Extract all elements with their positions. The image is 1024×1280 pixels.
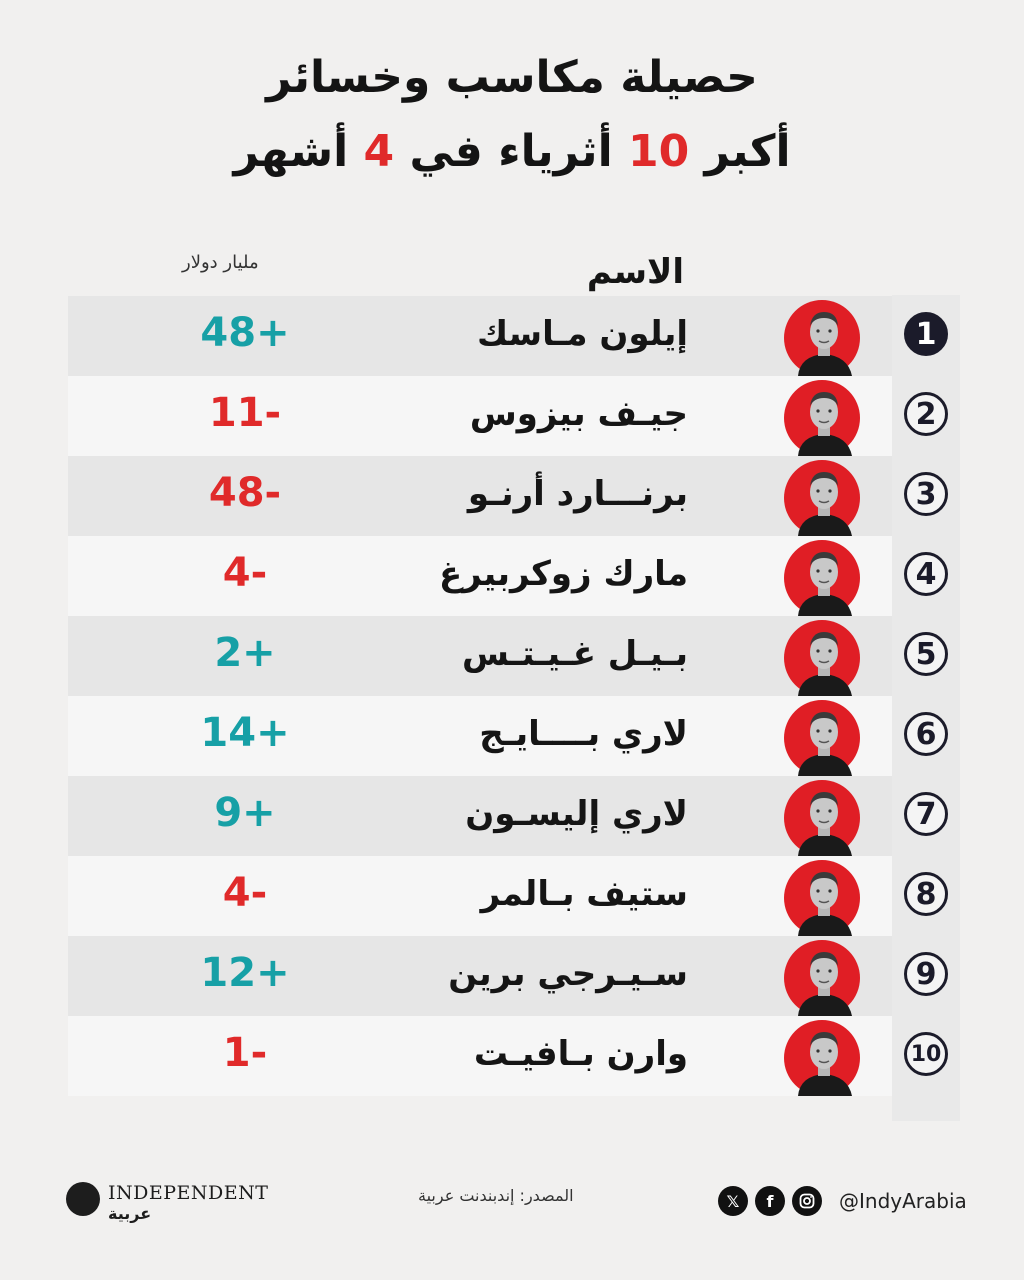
person-name: لاري إليسـون (465, 794, 688, 834)
table-row: 3 برنـــارد أرنـو 48- (68, 456, 948, 536)
table-row: 1 إيلون مـاسك 48+ (68, 296, 948, 376)
avatar (784, 616, 864, 696)
wealth-change-value: 48- (208, 470, 282, 516)
table-row: 5 بـيـل غـيـتـس 2+ (68, 616, 948, 696)
rank-badge: 8 (904, 872, 948, 916)
wealth-change-value: 12+ (200, 950, 290, 996)
avatar (784, 696, 864, 776)
eagle-emblem-icon (66, 1182, 100, 1216)
portrait-icon (798, 952, 852, 1016)
portrait-icon (798, 632, 852, 696)
person-name: إيلون مـاسك (476, 314, 688, 354)
wealth-change-value: 4- (222, 870, 268, 916)
rank-badge: 5 (904, 632, 948, 676)
table-row: 9 سـيـرجي برين 12+ (68, 936, 948, 1016)
rank-badge: 3 (904, 472, 948, 516)
rank-badge: 10 (904, 1032, 948, 1076)
person-name: ستيف بـالمر (480, 874, 688, 914)
rank-badge: 7 (904, 792, 948, 836)
person-name: سـيـرجي برين (448, 954, 688, 994)
portrait-icon (798, 552, 852, 616)
rank-badge: 1 (904, 312, 948, 356)
title-number-ten: 10 (627, 126, 690, 177)
title-word-akbar: أكبر (704, 126, 791, 177)
person-name: برنـــارد أرنـو (467, 474, 688, 514)
title-word-atharya: أثرياء في (409, 126, 613, 177)
avatar (784, 296, 864, 376)
table-row: 4 مارك زوكربيرغ 4- (68, 536, 948, 616)
person-name: مارك زوكربيرغ (438, 554, 688, 594)
column-header-name: الاسم (586, 252, 684, 292)
portrait-icon (798, 472, 852, 536)
logo-text: INDEPENDENT (108, 1182, 269, 1204)
avatar (784, 456, 864, 536)
avatar (784, 936, 864, 1016)
source-note: المصدر: إندبندنت عربية (418, 1186, 574, 1205)
table-row: 2 جيـف بيزوس 11- (68, 376, 948, 456)
wealth-change-value: 4- (222, 550, 268, 596)
instagram-icon[interactable] (792, 1186, 822, 1216)
title-line-1: حصيلة مكاسب وخسائر (266, 52, 758, 103)
table-row: 8 ستيف بـالمر 4- (68, 856, 948, 936)
independent-logo: INDEPENDENT عربية (66, 1176, 276, 1226)
table-row: 10 وارن بـافيـت 1- (68, 1016, 948, 1096)
wealth-change-value: 48+ (200, 310, 290, 356)
wealth-change-value: 14+ (200, 710, 290, 756)
portrait-icon (798, 872, 852, 936)
column-header-value: مليار دولار (182, 252, 259, 273)
person-name: بـيـل غـيـتـس (462, 634, 688, 674)
person-name: وارن بـافيـت (473, 1034, 688, 1074)
rank-badge: 2 (904, 392, 948, 436)
social-handle[interactable]: @IndyArabia (839, 1189, 967, 1213)
facebook-icon[interactable]: f (755, 1186, 785, 1216)
portrait-icon (798, 392, 852, 456)
wealth-change-value: 11- (208, 390, 282, 436)
table-row: 6 لاري بــــايـج 14+ (68, 696, 948, 776)
wealth-change-value: 9+ (214, 790, 276, 836)
table-row: 7 لاري إليسـون 9+ (68, 776, 948, 856)
person-name: لاري بــــايـج (479, 714, 688, 754)
title-word-ashhur: أشهر (233, 126, 349, 177)
avatar (784, 1016, 864, 1096)
portrait-icon (798, 712, 852, 776)
social-bar: 𝕏 f @IndyArabia (718, 1186, 967, 1216)
logo-arabic: عربية (108, 1204, 152, 1223)
avatar (784, 776, 864, 856)
avatar (784, 376, 864, 456)
x-icon[interactable]: 𝕏 (718, 1186, 748, 1216)
avatar (784, 856, 864, 936)
person-name: جيـف بيزوس (469, 394, 688, 434)
title-number-four: 4 (363, 126, 395, 177)
avatar (784, 536, 864, 616)
portrait-icon (798, 792, 852, 856)
wealth-change-value: 1- (222, 1030, 268, 1076)
wealth-change-value: 2+ (214, 630, 276, 676)
title-line-2: أكبر 10 أثرياء في 4 أشهر (0, 126, 1024, 177)
rank-badge: 4 (904, 552, 948, 596)
rank-badge: 9 (904, 952, 948, 996)
portrait-icon (798, 312, 852, 376)
rank-badge: 6 (904, 712, 948, 756)
portrait-icon (798, 1032, 852, 1096)
